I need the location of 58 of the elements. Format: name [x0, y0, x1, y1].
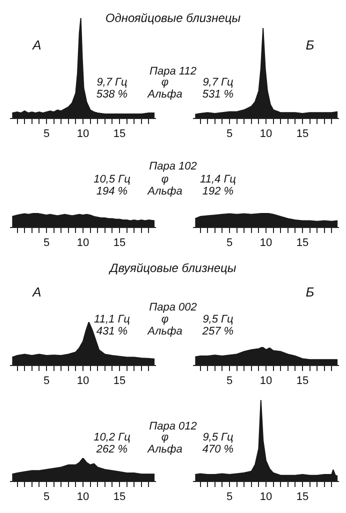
- text: 194 %: [96, 186, 128, 198]
- chart-subtitle: Пара 002: [149, 302, 197, 314]
- annotation: 431 %: [96, 326, 128, 338]
- x-tick-label: 5: [226, 375, 233, 388]
- annotation: 9,5 Гц: [202, 432, 234, 444]
- text: 10,2 Гц: [94, 432, 130, 444]
- annotation: 538 %: [96, 88, 128, 100]
- text: Б: [306, 38, 314, 52]
- text: Альфа: [148, 186, 182, 198]
- text: 257 %: [202, 326, 234, 338]
- x-tick-label: 5: [226, 491, 233, 504]
- x-tick-label: 5: [43, 237, 50, 250]
- text: φ: [161, 76, 169, 88]
- x-tick-label: 15: [296, 237, 309, 250]
- x-tick-label: 10: [260, 491, 272, 504]
- x-tick-label: 15: [113, 375, 126, 388]
- x-tick-label: 10: [260, 128, 272, 140]
- annotation: 470 %: [202, 444, 234, 456]
- chart-subtitle: Пара 102: [149, 160, 197, 172]
- x-tick-label: 15: [113, 237, 126, 250]
- text: φ: [161, 432, 169, 444]
- text: Пара 112: [150, 66, 196, 78]
- annotation: Альфа: [148, 88, 182, 100]
- chart-subtitle: Пара 012: [149, 420, 197, 432]
- text: φ: [161, 314, 169, 326]
- text: А: [32, 38, 42, 52]
- annotation: 11,1 Гц: [94, 314, 130, 326]
- x-tick-label: 10: [260, 237, 272, 250]
- x-tick-label: 5: [43, 491, 50, 504]
- x-tick-label: 15: [296, 375, 309, 388]
- x-tick-label: 10: [76, 237, 90, 250]
- text: 10,5 Гц: [94, 174, 130, 186]
- x-tick-label: 15: [113, 128, 126, 140]
- x-tick-label: 10: [76, 128, 90, 140]
- annotation: 531 %: [202, 88, 234, 100]
- x-tick-label: 5: [226, 128, 233, 140]
- annotation: 9,7 Гц: [96, 76, 128, 88]
- x-tick-label: 15: [296, 491, 309, 504]
- x-tick-label: 15: [296, 128, 309, 140]
- x-tick-label: 5: [43, 375, 50, 388]
- x-tick-label: 5: [226, 237, 233, 250]
- text: 262 %: [96, 444, 128, 456]
- annotation: 9,7 Гц: [202, 76, 234, 88]
- chart-title: А: [32, 284, 42, 300]
- text: 11,4 Гц: [200, 174, 236, 186]
- x-tick-label: 15: [113, 491, 126, 504]
- text: φ: [161, 174, 169, 186]
- chart-title: Б: [306, 284, 314, 300]
- x-tick-label: 10: [76, 491, 90, 504]
- text: Однояйцовые близнецы: [105, 11, 241, 25]
- x-tick-label: 5: [43, 128, 50, 140]
- text: 9,5 Гц: [202, 314, 234, 326]
- x-tick-label: 10: [76, 375, 90, 388]
- x-tick-label: 10: [260, 375, 272, 388]
- annotation: Альфа: [148, 326, 182, 338]
- text: Двуяйцовые близнецы: [110, 261, 236, 275]
- text: Альфа: [148, 444, 182, 456]
- text: 192 %: [202, 186, 234, 198]
